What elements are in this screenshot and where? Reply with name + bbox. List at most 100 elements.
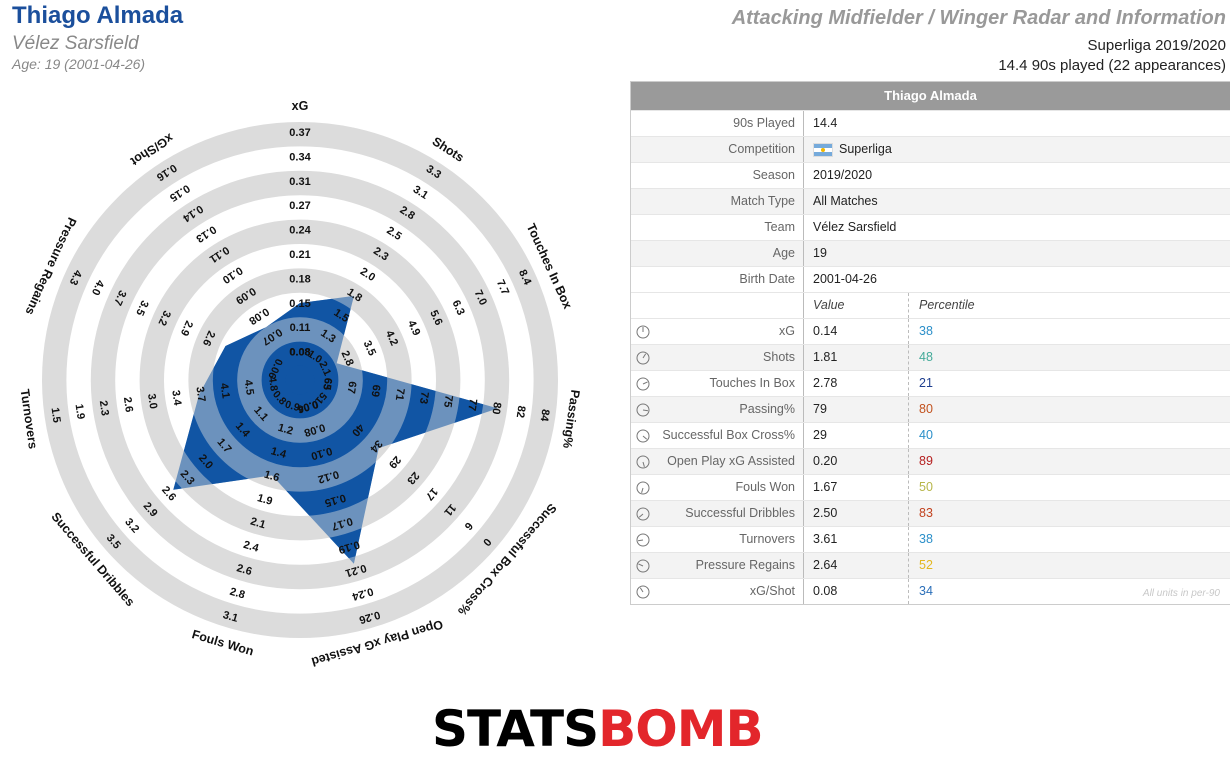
tick-label: 75	[441, 394, 455, 408]
tick-label: 4.5	[242, 379, 256, 396]
tick-label: 2.4	[242, 539, 261, 555]
stat-value: 3.61	[804, 527, 909, 552]
stat-percentile: 21	[919, 376, 933, 390]
radar-band	[261, 341, 339, 419]
table-row: Pressure Regains 2.64 52	[631, 552, 1230, 578]
clock-icon	[636, 455, 650, 468]
tick-label: 3.2	[122, 516, 141, 535]
stat-value: 2.64	[804, 553, 909, 578]
stat-value: 0.20	[804, 449, 909, 474]
stat-percentile: 52	[919, 558, 933, 572]
stats-header-row: Value Percentile	[631, 292, 1230, 318]
radar-title: Attacking Midfielder / Winger Radar and …	[731, 7, 1226, 29]
tick-label: 0.24	[289, 225, 311, 237]
tick-label: 7.7	[494, 278, 511, 297]
table-row: Age 19	[631, 240, 1230, 266]
row-value: Vélez Sarsfield	[813, 220, 897, 234]
tick-label: 4.9	[405, 319, 422, 338]
row-label: Match Type	[631, 189, 804, 214]
stat-percentile: 83	[919, 506, 933, 520]
units-footnote: All units in per-90	[1142, 588, 1220, 599]
value-header: Value	[804, 293, 909, 318]
team-name: Vélez Sarsfield	[12, 33, 139, 54]
axis-label: Turnovers	[18, 388, 40, 450]
tick-label: 3.5	[133, 298, 150, 317]
tick-label: 3.7	[193, 386, 207, 403]
tick-label: 4.2	[383, 329, 400, 348]
row-value: 19	[813, 246, 827, 260]
tick-label: 0.08	[290, 347, 311, 359]
tick-label: 82	[514, 405, 528, 419]
axis-label: Passing%	[560, 389, 582, 449]
stat-label: Shots	[763, 350, 795, 364]
row-value: Superliga	[804, 137, 1228, 162]
table-row: 90s Played 14.4	[631, 110, 1230, 136]
stat-label: Turnovers	[739, 532, 795, 546]
row-value: All Matches	[813, 194, 878, 208]
stat-label: Successful Dribbles	[685, 506, 795, 520]
stat-value: 29	[804, 423, 909, 448]
clock-icon	[636, 351, 650, 364]
tick-label: 2.9	[178, 319, 195, 338]
table-row: Open Play xG Assisted 0.20 89	[631, 448, 1230, 474]
row-label: Season	[631, 163, 804, 188]
tick-label: 3.4	[169, 389, 183, 407]
clock-icon	[636, 533, 650, 546]
tick-label: 29	[386, 453, 403, 470]
info-rows: 90s Played 14.4 Competition Superliga Season…	[631, 110, 1230, 292]
tick-label: 0.08	[303, 421, 327, 439]
clock-icon	[636, 481, 650, 494]
tick-label: 0.11	[290, 322, 311, 334]
stat-label: xG	[779, 324, 795, 338]
tick-label: 0.12	[316, 468, 340, 486]
table-row: Passing% 79 80	[631, 396, 1230, 422]
info-table: Thiago Almada 90s Played 14.4 Competition S…	[630, 81, 1230, 605]
tick-label: 0.37	[289, 127, 310, 139]
clock-icon	[636, 325, 650, 338]
stat-label: Touches In Box	[709, 376, 795, 390]
minutes-line: 14.4 90s played (22 appearances)	[998, 57, 1226, 74]
table-title: Thiago Almada	[631, 82, 1230, 110]
tick-label: 0.34	[289, 151, 311, 163]
radar-chart: 0.08 0.11 0.15 0.18 0.21 0.24 0.27 0.31 0.34 0.37…	[18, 99, 583, 669]
tick-label: 0.15	[323, 491, 347, 509]
tick-label: 2.1	[316, 359, 333, 377]
tick-label: 0.17	[330, 515, 354, 533]
table-row: Match Type All Matches	[631, 188, 1230, 214]
stat-percentile: 48	[919, 350, 933, 364]
tick-label: 3.2	[155, 308, 172, 327]
tick-label: 73	[417, 391, 431, 405]
tick-label: 2.3	[97, 400, 111, 417]
statsbomb-logo: STATSBOMB	[432, 700, 764, 758]
radar-ring	[139, 219, 461, 541]
clock-icon	[636, 585, 650, 598]
row-value: 14.4	[813, 116, 838, 130]
row-label: Birth Date	[631, 267, 804, 292]
stat-label: Open Play xG Assisted	[667, 454, 795, 468]
argentina-flag-icon	[813, 142, 833, 157]
stat-value: 1.81	[804, 345, 909, 370]
tick-label: 6.3	[449, 298, 466, 317]
tick-label: 5.6	[427, 308, 444, 327]
tick-label: 63	[320, 377, 334, 390]
table-row: Turnovers 3.61 38	[631, 526, 1230, 552]
tick-label: 4.0	[89, 278, 106, 297]
tick-label: 84	[538, 408, 552, 423]
clock-icon	[636, 559, 650, 572]
competition-line: Superliga 2019/2020	[1087, 37, 1226, 54]
clock-icon	[636, 429, 650, 442]
stat-label: xG/Shot	[749, 584, 795, 598]
tick-label: 1.9	[73, 403, 87, 420]
stat-value: 0.14	[804, 319, 909, 344]
table-row: Season 2019/2020	[631, 162, 1230, 188]
row-label: Team	[631, 215, 804, 240]
stat-value: 2.50	[804, 501, 909, 526]
tick-label: 2.1	[249, 515, 267, 531]
tick-label: 17	[423, 485, 440, 502]
tick-label: 0.24	[350, 585, 375, 603]
stat-percentile: 50	[919, 480, 933, 494]
tick-label: 3.0	[145, 393, 159, 410]
radar-ring	[41, 121, 559, 639]
logo-part-bomb: BOMB	[598, 700, 763, 758]
axis-label: Shots	[430, 134, 467, 165]
